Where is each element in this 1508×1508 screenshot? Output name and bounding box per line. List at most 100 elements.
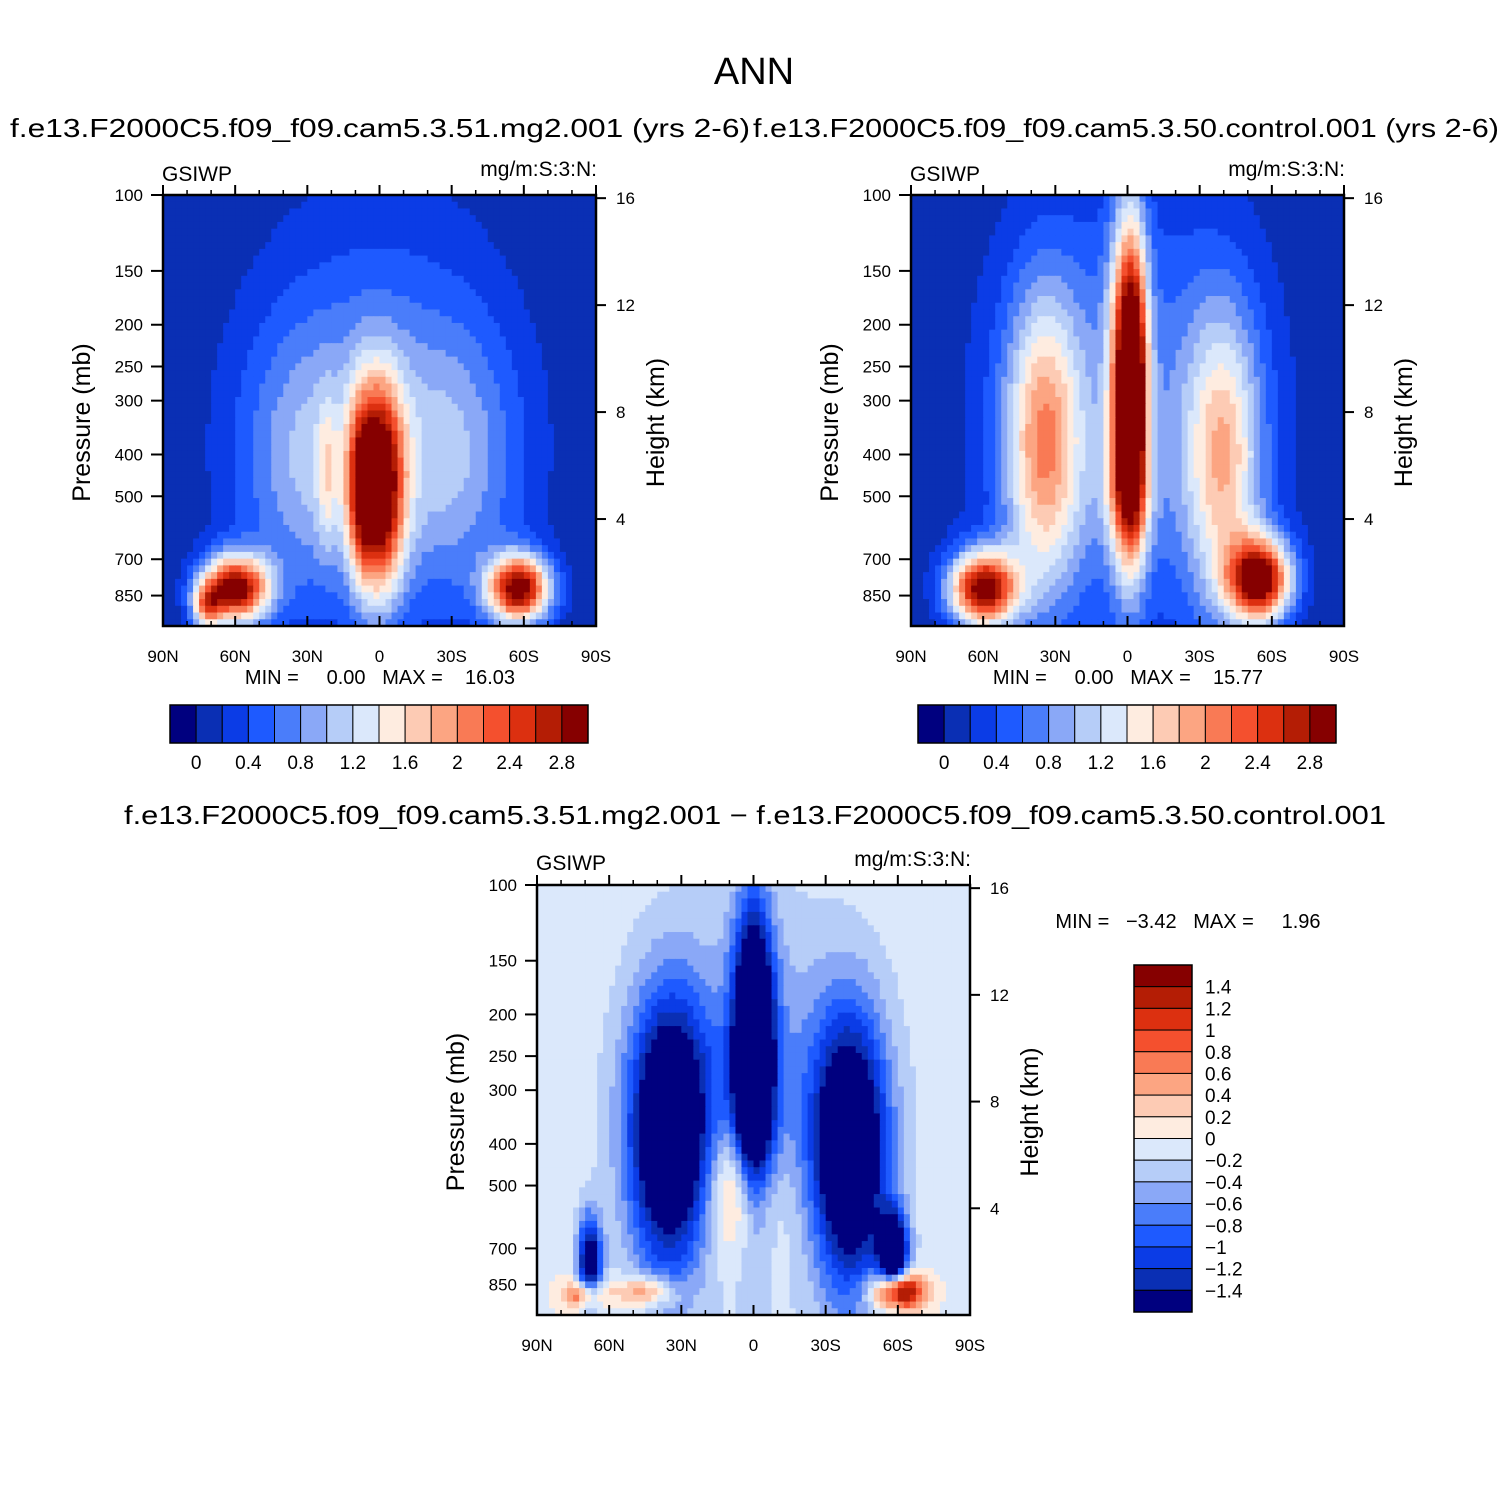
contour-cell (457, 262, 465, 270)
contour-cell (199, 545, 206, 553)
contour-cell (989, 201, 996, 210)
contour-cell (313, 599, 320, 607)
contour-cell (211, 376, 218, 385)
contour-cell (481, 343, 489, 351)
contour-cell (577, 322, 585, 331)
contour-cell (505, 518, 513, 526)
contour-cell (307, 464, 314, 472)
contour-cell (427, 417, 435, 425)
contour-cell (337, 498, 345, 506)
contour-cell (313, 201, 320, 210)
contour-cell (169, 275, 176, 284)
contour-cell (193, 457, 200, 465)
contour-cell (181, 592, 188, 600)
contour-cell (313, 578, 320, 587)
contour-cell (223, 410, 230, 418)
contour-cell (163, 363, 170, 371)
contour-cell (397, 397, 405, 405)
contour-cell (397, 531, 405, 540)
contour-cell (445, 309, 453, 317)
contour-cell (283, 410, 290, 418)
contour-cell (445, 558, 453, 566)
contour-cell (511, 221, 519, 230)
contour-cell (511, 612, 519, 620)
contour-cell (175, 417, 182, 425)
contour-cell (229, 309, 236, 317)
contour-cell (589, 545, 597, 553)
contour-cell (547, 309, 555, 317)
contour-cell (205, 423, 212, 432)
contour-cell (295, 275, 302, 284)
contour-cell (391, 599, 399, 607)
contour-cell (547, 477, 555, 486)
contour-cell (283, 491, 290, 499)
contour-cell (289, 376, 296, 385)
contour-cell (325, 275, 332, 284)
contour-cell (559, 349, 567, 358)
contour-cell (391, 423, 399, 432)
contour-cell (589, 363, 597, 371)
contour-cell (319, 545, 326, 553)
contour-cell (415, 322, 423, 331)
contour-cell (457, 376, 465, 385)
contour-cell (541, 578, 549, 587)
contour-cell (205, 565, 212, 573)
contour-cell (361, 585, 369, 593)
contour-cell (1325, 195, 1333, 203)
contour-cell (379, 585, 387, 593)
contour-cell (511, 572, 519, 580)
contour-cell (487, 403, 495, 412)
contour-cell (481, 471, 489, 479)
contour-cell (1313, 201, 1321, 210)
contour-cell (475, 518, 483, 526)
contour-cell (415, 417, 423, 425)
contour-cell (379, 329, 387, 338)
contour-cell (241, 430, 248, 439)
contour-cell (1259, 208, 1267, 216)
contour-cell (361, 383, 369, 391)
contour-cell (469, 390, 477, 398)
contour-cell (529, 269, 537, 277)
contour-cell (439, 484, 447, 492)
contour-cell (475, 262, 483, 270)
contour-cell (331, 599, 338, 607)
contour-cell (529, 248, 537, 257)
contour-cell (589, 484, 597, 492)
contour-cell (409, 208, 417, 216)
contour-cell (325, 195, 332, 203)
contour-cell (487, 336, 495, 344)
contour-cell (1223, 215, 1231, 223)
contour-cell (427, 282, 435, 290)
contour-cell (241, 363, 248, 371)
contour-cell (169, 221, 176, 230)
contour-cell (541, 511, 549, 519)
contour-cell (289, 558, 296, 566)
contour-cell (475, 538, 483, 546)
contour-cell (517, 296, 525, 304)
contour-cell (205, 349, 212, 358)
contour-cell (355, 383, 363, 391)
contour-cell (445, 423, 453, 432)
contour-cell (193, 376, 200, 385)
contour-cell (331, 538, 338, 546)
contour-cell (511, 464, 519, 472)
contour-cell (361, 208, 369, 216)
contour-cell (373, 269, 381, 277)
contour-cell (1157, 208, 1165, 216)
contour-cell (451, 309, 459, 317)
contour-cell (289, 612, 296, 620)
contour-cell (319, 309, 326, 317)
contour-cell (325, 329, 332, 338)
contour-cell (439, 572, 447, 580)
contour-cell (187, 349, 194, 358)
contour-cell (319, 491, 326, 499)
contour-cell (535, 423, 543, 432)
contour-cell (211, 228, 218, 236)
contour-cell (559, 484, 567, 492)
contour-cell (421, 437, 429, 445)
contour-cell (487, 329, 495, 338)
contour-cell (523, 464, 531, 472)
contour-cell (193, 195, 200, 203)
contour-cell (235, 275, 242, 284)
contour-cell (223, 471, 230, 479)
